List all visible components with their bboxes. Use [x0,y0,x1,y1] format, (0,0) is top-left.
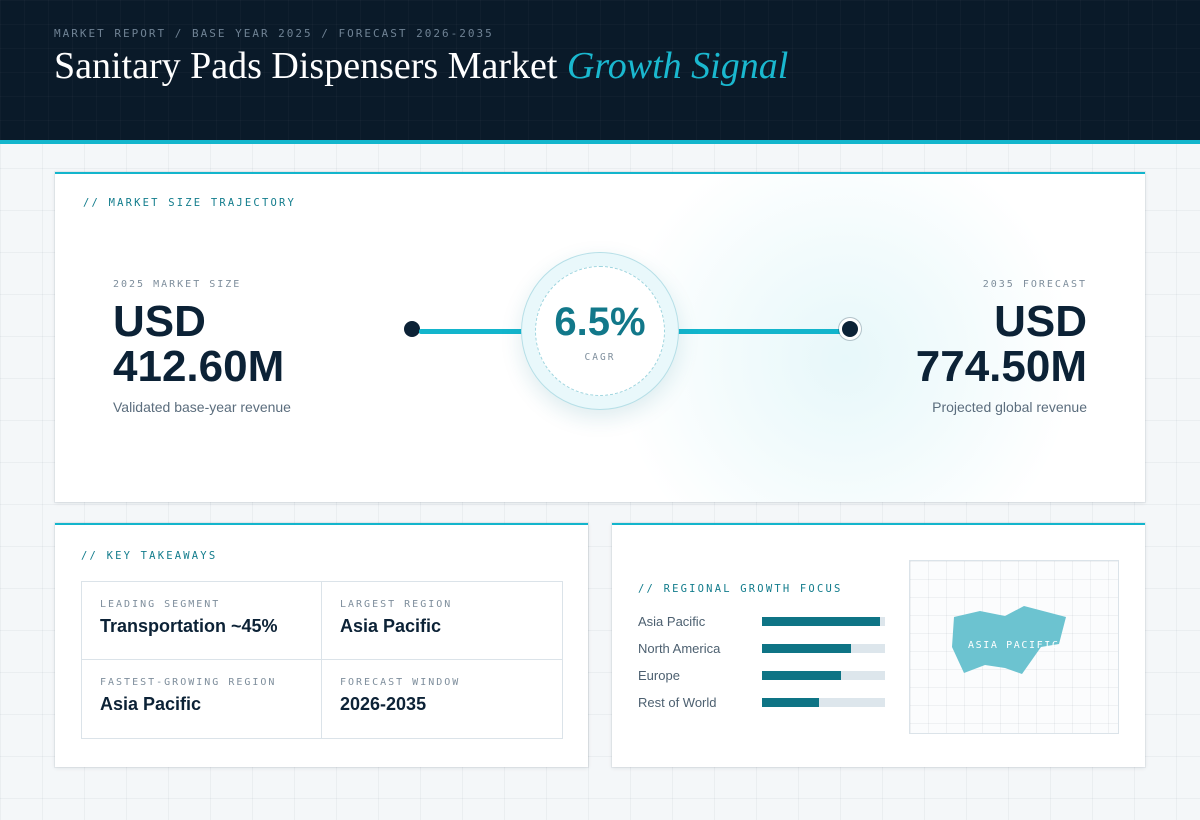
base-amount: 412.60M [113,342,285,391]
regional-section-label: // REGIONAL GROWTH FOCUS [638,583,843,595]
takeaway-value: Asia Pacific [100,694,202,714]
asia-pacific-region-icon [952,606,1066,674]
trajectory-line-right [675,329,843,334]
takeaway-value: Asia Pacific [340,616,442,636]
takeaway-label: FORECAST WINDOW [340,677,461,688]
region-name: North America [638,641,721,656]
cagr-badge: 6.5% CAGR [521,252,679,410]
asia-pacific-map-shape [952,606,1066,674]
takeaway-leading-segment: LEADING SEGMENT Transportation ~45% [82,582,322,660]
forecast-metric-label: 2035 FORECAST [982,279,1087,290]
forecast-currency: USD [994,297,1087,346]
takeaway-label: LEADING SEGMENT [100,599,221,610]
region-bar-fill [762,671,841,680]
takeaway-label: LARGEST REGION [340,599,453,610]
region-map: ASIA PACIFIC [909,560,1119,734]
title-main: Sanitary Pads Dispensers Market [54,45,558,87]
region-bar-fill [762,698,819,707]
cagr-value: 6.5% [554,300,646,344]
region-bar-track [762,671,885,680]
takeaway-value: 2026-2035 [340,694,427,714]
grid-divider-horizontal [82,659,562,660]
region-bar-track [762,698,885,707]
takeaways-grid: LEADING SEGMENT Transportation ~45% LARG… [81,581,563,739]
report-header: MARKET REPORT / BASE YEAR 2025 / FORECAS… [0,0,1200,144]
region-bar-track [762,644,885,653]
grid-divider-vertical [321,582,322,738]
base-metric-caption: Validated base-year revenue [113,399,291,415]
key-takeaways-card: // KEY TAKEAWAYS LEADING SEGMENT Transpo… [55,523,588,767]
region-bar-fill [762,617,881,626]
forecast-metric-caption: Projected global revenue [932,399,1087,415]
forecast-amount: 774.50M [915,342,1087,391]
page-title: Sanitary Pads Dispensers Market Growth S… [54,44,788,88]
region-name: Asia Pacific [638,614,706,629]
cagr-label: CAGR [584,352,616,363]
trajectory-line-left [419,329,523,334]
forecast-point-marker [842,321,858,337]
trajectory-section-label: // MARKET SIZE TRAJECTORY [83,197,297,209]
region-bar-fill [762,644,851,653]
takeaway-value: Transportation ~45% [100,616,278,636]
base-currency: USD [113,297,206,346]
base-metric-label: 2025 MARKET SIZE [113,279,242,290]
regional-growth-card: // REGIONAL GROWTH FOCUS Asia Pacific No… [612,523,1145,767]
cagr-badge-inner: 6.5% CAGR [535,266,665,396]
takeaway-fastest-growing-region: FASTEST-GROWING REGION Asia Pacific [82,660,322,738]
region-name: Europe [638,668,680,683]
region-name: Rest of World [638,695,717,710]
region-bar-track [762,617,885,626]
takeaways-section-label: // KEY TAKEAWAYS [81,550,218,562]
map-region-label: ASIA PACIFIC [968,640,1060,651]
title-accent: Growth Signal [566,45,789,87]
market-size-trajectory-card: // MARKET SIZE TRAJECTORY 2025 MARKET SI… [55,172,1145,502]
takeaway-largest-region: LARGEST REGION Asia Pacific [322,582,562,660]
takeaway-label: FASTEST-GROWING REGION [100,677,277,688]
report-kicker: MARKET REPORT / BASE YEAR 2025 / FORECAS… [54,27,494,40]
base-point-marker [404,321,420,337]
base-metric-value: USD 412.60M [113,299,284,389]
forecast-metric-value: USD 774.50M [916,299,1087,389]
takeaway-forecast-window: FORECAST WINDOW 2026-2035 [322,660,562,738]
